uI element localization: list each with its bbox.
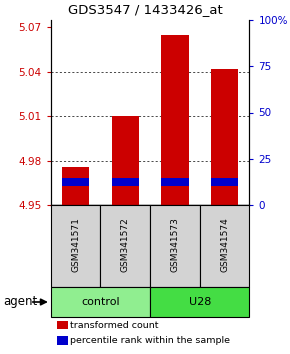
Bar (51, 205, 100, 287)
Bar (112, 116, 139, 205)
Bar (51, 287, 150, 317)
Text: U28: U28 (188, 297, 211, 307)
Text: control: control (81, 297, 120, 307)
Text: GSM341574: GSM341574 (220, 217, 229, 272)
Bar (112, 178, 139, 186)
Text: GSM341571: GSM341571 (71, 217, 80, 272)
Text: percentile rank within the sample: percentile rank within the sample (70, 336, 231, 345)
Bar (62, 166, 89, 205)
Bar (150, 287, 249, 317)
Bar (211, 178, 238, 186)
Text: agent: agent (3, 296, 37, 308)
Text: transformed count: transformed count (70, 321, 159, 330)
Bar (150, 205, 200, 287)
Bar (161, 35, 188, 205)
Text: GSM341572: GSM341572 (121, 217, 130, 272)
Text: GSM341573: GSM341573 (171, 217, 180, 272)
Bar (200, 205, 249, 287)
Text: GDS3547 / 1433426_at: GDS3547 / 1433426_at (68, 4, 222, 16)
Bar (161, 178, 188, 186)
Bar (211, 69, 238, 205)
Bar (100, 205, 150, 287)
Bar (62, 178, 89, 186)
